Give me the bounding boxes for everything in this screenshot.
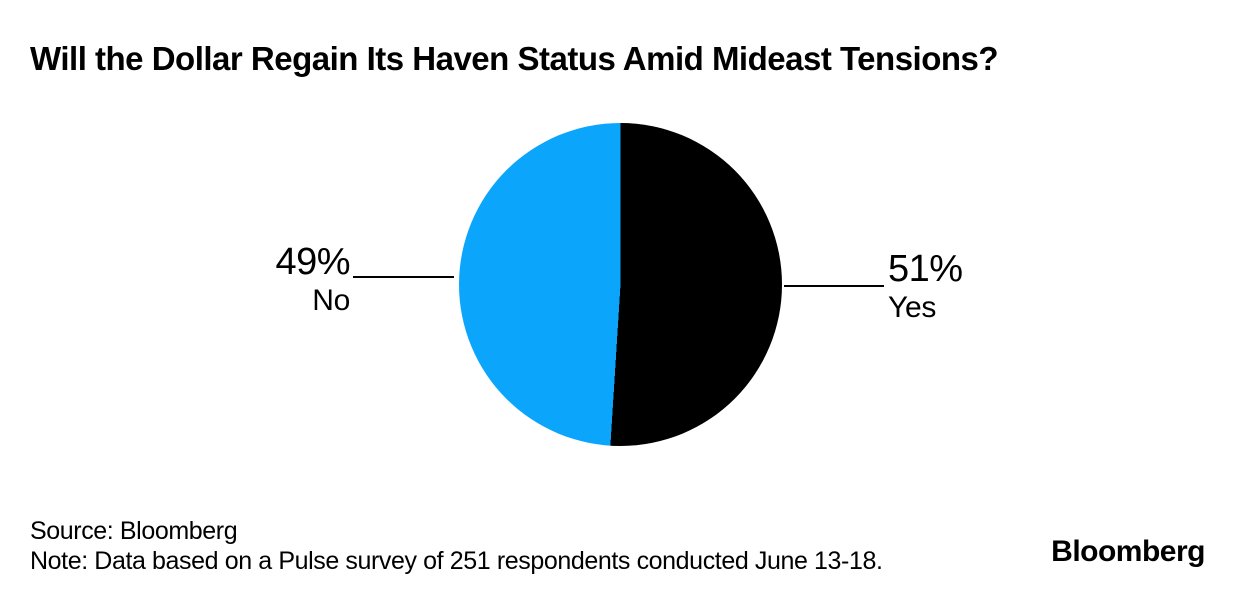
note-text: Note: Data based on a Pulse survey of 25… (30, 547, 883, 575)
chart-title: Will the Dollar Regain Its Haven Status … (30, 40, 999, 77)
callout-yes-label: Yes (888, 291, 937, 324)
callout-yes: 51% Yes (888, 250, 963, 324)
callout-line-yes (784, 285, 884, 287)
callout-no-percent: 49% (275, 241, 350, 283)
bloomberg-logo: Bloomberg (1051, 535, 1205, 568)
source-text: Source: Bloomberg (30, 517, 238, 545)
callout-yes-percent: 51% (888, 248, 963, 290)
callout-no: 49% No (275, 243, 350, 317)
callout-no-label: No (312, 284, 350, 317)
callout-line-no (353, 276, 454, 278)
pie-chart (459, 123, 782, 446)
